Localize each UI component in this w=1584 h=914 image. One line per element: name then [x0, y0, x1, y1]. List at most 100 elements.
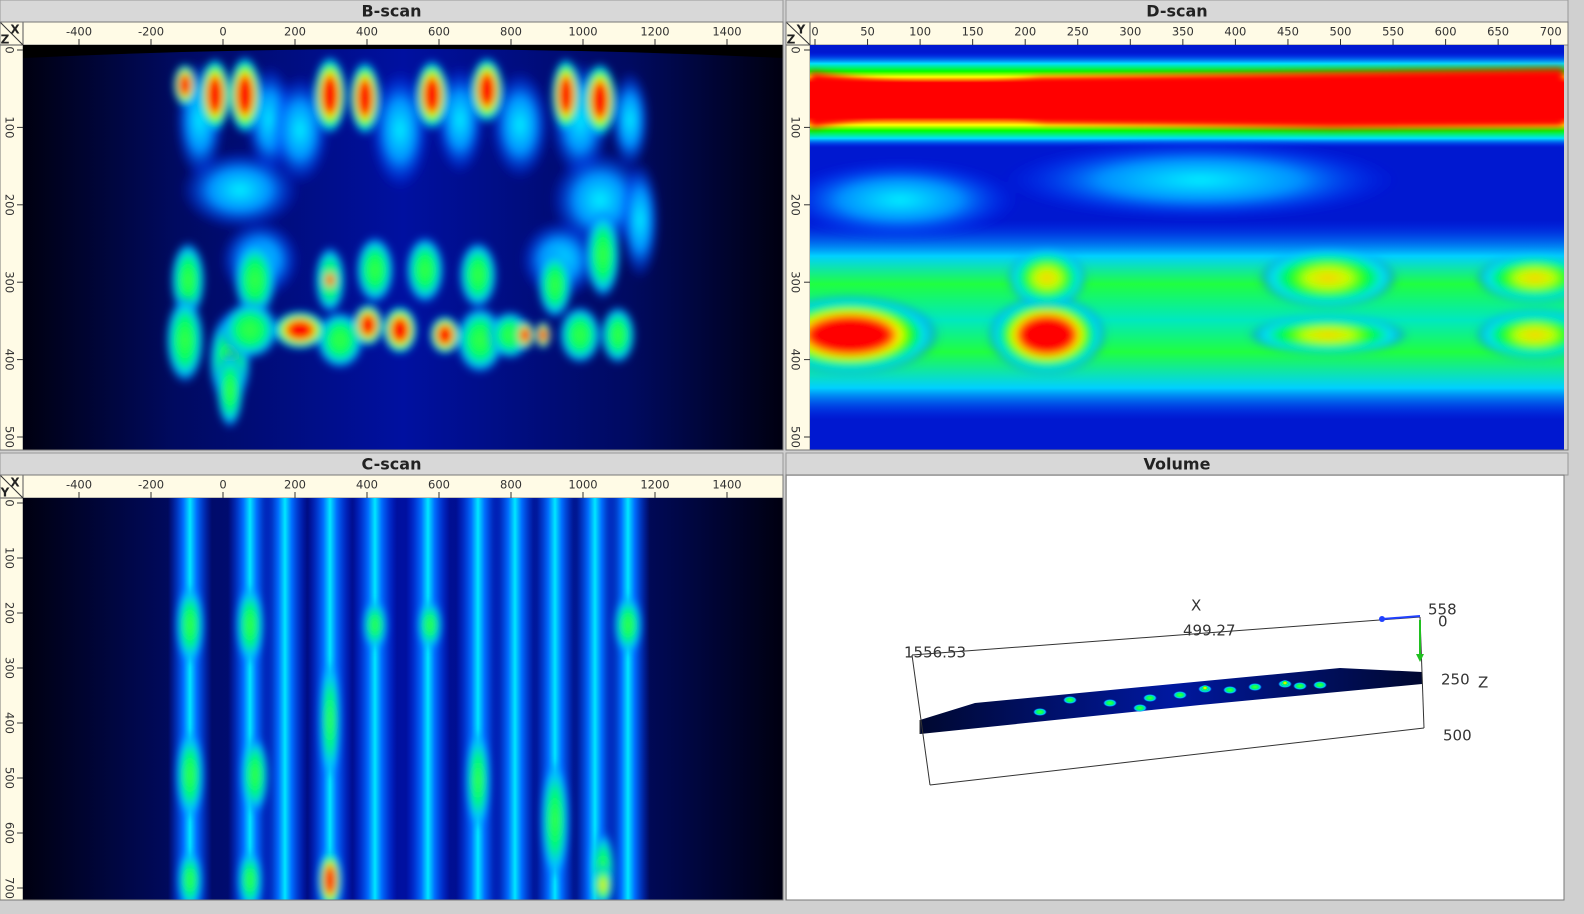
y-tick-label: 500 [3, 767, 17, 789]
echo [535, 321, 551, 349]
d-scan-image [810, 45, 1564, 450]
volume-origin [1379, 616, 1385, 622]
x-tick-label: 400 [356, 478, 378, 492]
y-ruler [785, 21, 811, 451]
echo [418, 600, 442, 650]
x-tick-label: -400 [66, 25, 92, 39]
x-tick-label: 100 [909, 25, 931, 39]
volume-label: 500 [1443, 727, 1472, 745]
echo [558, 305, 602, 365]
x-tick-label: 0 [219, 478, 226, 492]
c-scan-stripe [263, 498, 307, 900]
echo [228, 55, 262, 135]
echo [551, 57, 581, 133]
x-tick-label: 700 [1540, 25, 1562, 39]
echo [313, 55, 347, 135]
corner-diagonal [785, 21, 811, 46]
echo [810, 295, 940, 375]
volume-label: 250 [1441, 671, 1470, 689]
echo [173, 63, 197, 107]
x-tick-label: 600 [428, 478, 450, 492]
echo [176, 730, 204, 820]
echo [585, 210, 621, 300]
echo [180, 150, 300, 230]
c-scan-stripe [456, 498, 500, 900]
x-tick-label: -400 [66, 478, 92, 492]
volume-echo [1223, 686, 1237, 694]
d-scan-band-bottom [810, 220, 1564, 420]
y-tick-label: 300 [3, 657, 17, 679]
volume-echo [1133, 704, 1147, 712]
echo [322, 268, 338, 292]
echo [583, 62, 617, 138]
x-tick-label: 500 [1330, 25, 1352, 39]
x-tick-label: 650 [1487, 25, 1509, 39]
x-tick-label: 400 [356, 25, 378, 39]
x-tick-label: 1400 [712, 478, 741, 492]
y-tick-label: 100 [789, 116, 803, 138]
echo [541, 760, 569, 880]
x-tick-label: 200 [284, 478, 306, 492]
d-scan-blobs [810, 140, 1564, 375]
echo [272, 310, 328, 350]
x-tick-label: 550 [1382, 25, 1404, 39]
echo [1007, 248, 1087, 308]
corner-diagonal [0, 474, 24, 499]
echo [466, 730, 490, 830]
panel-border [785, 474, 1565, 901]
y-tick-label: 400 [3, 349, 17, 371]
x-tick-label: 250 [1067, 25, 1089, 39]
x-tick-label: 350 [1172, 25, 1194, 39]
x-tick-label: 200 [284, 25, 306, 39]
x-tick-label: 600 [1435, 25, 1457, 39]
c-scan-stripe [606, 498, 650, 900]
corner-x-label: Y [796, 23, 806, 37]
volume-echo [1293, 682, 1307, 690]
echo [355, 235, 395, 305]
echo [458, 240, 498, 310]
y-tick-label: 600 [3, 822, 17, 844]
volume-echo [1033, 708, 1047, 716]
y-tick-label: 200 [3, 194, 17, 216]
echo [1475, 310, 1564, 360]
corner-x-label: X [10, 23, 20, 37]
panel-title: D-scan [1146, 2, 1207, 21]
corner-y-label: Z [787, 33, 796, 47]
volume-label: 1556.53 [904, 644, 966, 662]
volume-label: Z [1478, 674, 1488, 692]
volume-echo [1201, 685, 1209, 691]
echo [363, 600, 387, 650]
x-tick-label: 0 [219, 25, 226, 39]
echo [199, 57, 231, 133]
volume-z-arrow [1416, 654, 1424, 662]
volume-echo [1281, 680, 1289, 686]
volume-echo [1143, 694, 1157, 702]
volume-blobs [1033, 680, 1327, 716]
volume-edge [911, 654, 931, 786]
echo [236, 585, 264, 665]
x-tick-label: 1200 [640, 25, 669, 39]
corner-y-label: Y [0, 486, 10, 500]
echo [429, 315, 461, 355]
x-tick-label: 400 [1224, 25, 1246, 39]
y-tick-label: 500 [3, 426, 17, 448]
echo [178, 850, 202, 900]
c-scan-image [23, 498, 783, 900]
panel-border [0, 474, 784, 901]
y-tick-label: 100 [3, 547, 17, 569]
y-tick-label: 0 [789, 46, 803, 53]
y-tick-label: 400 [789, 349, 803, 371]
echo [620, 160, 660, 280]
echo [238, 850, 262, 900]
x-tick-label: 1400 [712, 25, 741, 39]
x-tick-label: 1000 [568, 478, 597, 492]
volume-label: X [1191, 597, 1201, 615]
b-scan-blobs [165, 55, 660, 430]
c-scan-stripe [406, 498, 450, 900]
volume-edge [929, 727, 1425, 786]
x-tick-label: 200 [1014, 25, 1036, 39]
d-scan-band-shape [810, 68, 1564, 128]
echo [810, 160, 1020, 240]
panel-title: C-scan [362, 455, 422, 474]
